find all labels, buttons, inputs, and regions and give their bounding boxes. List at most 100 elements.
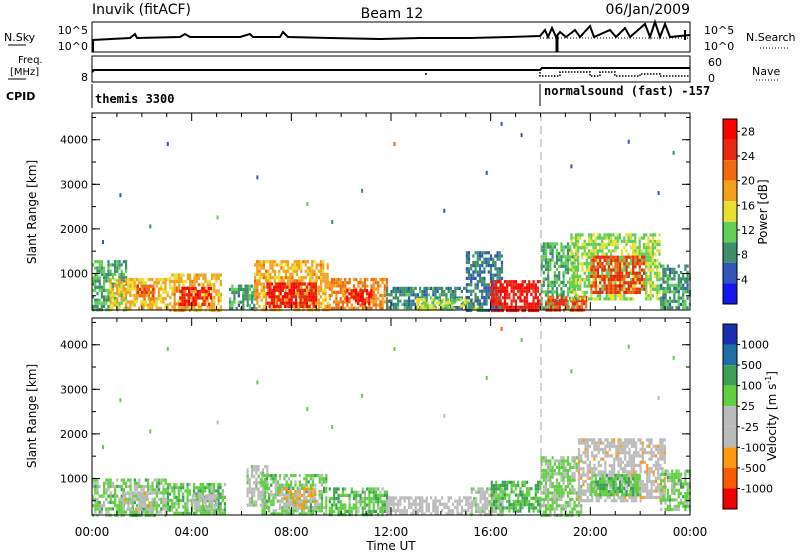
power-cell [467, 276, 471, 280]
power-cell [547, 290, 550, 294]
power-cell [583, 294, 586, 298]
velocity-cell [128, 507, 131, 511]
velocity-cell [449, 512, 452, 516]
power-cell [242, 300, 245, 304]
power-cell [627, 265, 630, 269]
power-cell [638, 278, 641, 282]
velocity-cell [221, 492, 224, 496]
power-cell [675, 306, 678, 310]
power-cell [656, 290, 659, 295]
power-cell [466, 301, 469, 305]
power-cell [470, 283, 473, 287]
velocity-cell [171, 505, 174, 509]
velocity-cell [352, 503, 356, 507]
power-cell [279, 282, 282, 286]
power-cell [160, 306, 163, 310]
velocity-cell [312, 474, 315, 478]
power-cell [166, 303, 169, 307]
power-cell [490, 296, 493, 300]
power-cell [588, 239, 591, 243]
power-cell [169, 302, 172, 306]
velocity-cell [184, 508, 187, 512]
power-cell [422, 301, 425, 305]
velocity-cell [188, 489, 191, 493]
power-cell [335, 306, 338, 310]
power-cell [666, 274, 669, 278]
power-cell [560, 242, 563, 246]
velocity-cell [337, 487, 340, 491]
power-cell [271, 266, 274, 270]
power-cell [569, 283, 572, 288]
velocity-cell [497, 499, 500, 504]
power-cell [155, 303, 158, 307]
power-cell [314, 285, 317, 289]
power-cell [656, 297, 659, 301]
power-colorbar-frame [722, 118, 738, 305]
power-cell [293, 269, 296, 273]
power-cell [129, 290, 132, 294]
power-cell [313, 269, 316, 273]
power-cell [162, 277, 165, 282]
velocity-cell [143, 495, 147, 499]
power-cell [201, 290, 204, 294]
power-cell [405, 302, 408, 306]
velocity-cell [316, 474, 319, 478]
velocity-cell [305, 483, 308, 487]
power-cell [564, 264, 567, 268]
power-cell [636, 281, 639, 285]
power-cell [111, 282, 114, 286]
power-cell [556, 295, 559, 299]
power-cell [558, 302, 561, 306]
power-cell [542, 264, 545, 268]
velocity-cell [109, 507, 112, 511]
velocity-cell [149, 484, 152, 489]
power-cell [173, 276, 176, 280]
velocity-cell [494, 493, 498, 497]
power-cell [438, 293, 441, 297]
power-cell [217, 289, 220, 293]
power-cell [594, 249, 597, 253]
velocity-cell [517, 509, 520, 513]
velocity-cell [530, 496, 533, 500]
power-cell [562, 264, 565, 268]
velocity-cell [246, 481, 249, 485]
velocity-cell [296, 486, 299, 490]
velocity-cell [388, 505, 391, 510]
power-cell [483, 280, 486, 284]
power-cell [596, 265, 600, 269]
velocity-cell [210, 489, 213, 493]
power-cell [649, 290, 652, 295]
power-cell [569, 280, 572, 284]
power-cell [574, 233, 577, 237]
power-cell [183, 302, 186, 306]
velocity-cell [221, 511, 224, 515]
power-cell [244, 287, 247, 291]
power-cell [625, 297, 628, 301]
power-cell [666, 264, 669, 268]
velocity-cell [259, 471, 262, 475]
velocity-cell [188, 482, 191, 487]
power-cell [512, 289, 515, 293]
power-cell [677, 306, 680, 310]
power-cell [136, 291, 139, 295]
power-cell [577, 242, 580, 247]
velocity-cell [285, 487, 288, 491]
power-cell [381, 300, 384, 304]
power-cell [346, 303, 349, 307]
power-cell [388, 293, 391, 297]
power-cell [562, 296, 565, 300]
power-cell [188, 290, 191, 294]
velocity-cell [337, 493, 340, 497]
power-cell [564, 258, 567, 262]
power-cell [324, 298, 327, 302]
power-cell [432, 293, 435, 297]
velocity-cell [211, 497, 214, 501]
velocity-cell [186, 505, 189, 509]
power-cell [569, 248, 572, 252]
velocity-cell [281, 512, 284, 516]
velocity-cell [133, 478, 136, 482]
velocity-cell [499, 487, 502, 491]
power-cell [317, 301, 320, 305]
power-cell [547, 277, 550, 281]
velocity-cell [116, 478, 119, 482]
